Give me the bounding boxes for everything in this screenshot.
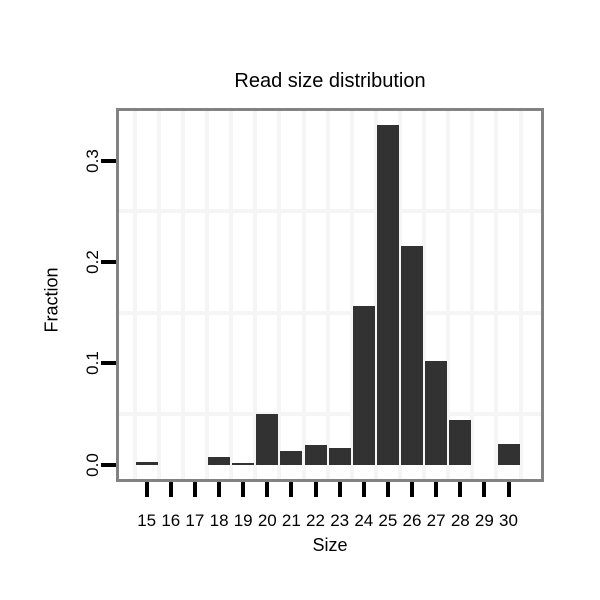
x-tick-label: 27	[426, 511, 446, 530]
x-tick	[168, 482, 173, 497]
x-tick-label: 21	[281, 511, 301, 530]
gridline-horizontal	[119, 412, 541, 416]
x-tick	[385, 482, 390, 497]
gridline-vertical	[229, 111, 234, 479]
y-tick	[101, 361, 116, 366]
bar-size-28	[449, 419, 472, 465]
x-tick-label: 22	[306, 511, 325, 530]
gridline-vertical	[325, 111, 330, 479]
bar-size-27	[425, 360, 448, 465]
x-tick-label: 25	[378, 511, 398, 530]
y-tick-label: 0.3	[83, 148, 102, 173]
x-tick-label: 28	[450, 511, 470, 530]
gridline-vertical	[205, 111, 209, 479]
y-tick	[101, 260, 116, 265]
gridline-vertical	[422, 111, 427, 479]
gridline-horizontal	[119, 310, 541, 315]
x-tick	[482, 482, 487, 497]
x-tick	[458, 482, 463, 497]
x-tick	[506, 482, 511, 497]
x-tick-label: 19	[233, 511, 253, 530]
gridline-vertical	[277, 111, 282, 479]
gridline-vertical	[156, 111, 161, 479]
bar-size-25	[376, 124, 399, 465]
x-tick	[217, 482, 222, 497]
gridline-vertical	[470, 111, 475, 479]
x-tick	[241, 482, 246, 497]
x-tick-label: 15	[137, 511, 157, 530]
x-tick-label: 20	[257, 511, 277, 530]
gridline-vertical	[132, 111, 137, 479]
x-tick	[144, 482, 149, 497]
x-tick-label: 24	[354, 511, 374, 530]
bar-size-19	[232, 462, 255, 465]
gridline-vertical	[301, 111, 306, 479]
gridline-vertical	[494, 111, 499, 479]
x-tick	[313, 482, 318, 497]
x-tick-label: 18	[209, 511, 229, 530]
x-tick-label: 23	[330, 511, 350, 530]
x-axis-title: Size	[312, 535, 348, 555]
bar-size-18	[208, 456, 231, 465]
gridline-vertical	[398, 111, 402, 479]
y-tick	[101, 462, 116, 467]
x-tick	[361, 482, 366, 497]
bar-size-15	[135, 461, 158, 465]
x-tick	[337, 482, 342, 497]
bar-size-22	[304, 444, 327, 465]
x-tick	[434, 482, 439, 497]
y-tick-label: 0.0	[83, 452, 102, 477]
gridline-vertical	[349, 111, 354, 479]
y-tick-label: 0.2	[83, 250, 102, 274]
x-tick	[289, 482, 294, 497]
x-tick-label: 30	[499, 511, 518, 530]
gridline-vertical	[446, 111, 451, 479]
chart-title: Read size distribution	[234, 70, 426, 92]
x-tick-label: 16	[161, 511, 181, 530]
x-tick	[192, 482, 197, 497]
y-tick	[101, 158, 116, 163]
gridline-vertical	[373, 111, 378, 479]
y-axis-title: Fraction	[41, 267, 62, 333]
bar-size-20	[256, 413, 279, 465]
bar-size-23	[328, 447, 351, 465]
bar-size-21	[280, 450, 303, 465]
bar-size-26	[401, 245, 423, 465]
y-tick-label: 0.1	[83, 351, 102, 376]
plot-panel	[116, 108, 544, 482]
x-tick-label: 26	[402, 511, 422, 530]
x-tick-label: 17	[185, 511, 205, 530]
x-tick	[265, 482, 270, 497]
x-tick	[410, 482, 414, 497]
gridline-horizontal	[119, 209, 541, 214]
gridline-vertical	[180, 111, 185, 479]
gridline-vertical	[253, 111, 258, 479]
bar-size-30	[497, 443, 520, 465]
x-tick-label: 29	[474, 511, 494, 530]
bar-size-24	[352, 305, 375, 465]
gridline-vertical	[518, 111, 523, 479]
